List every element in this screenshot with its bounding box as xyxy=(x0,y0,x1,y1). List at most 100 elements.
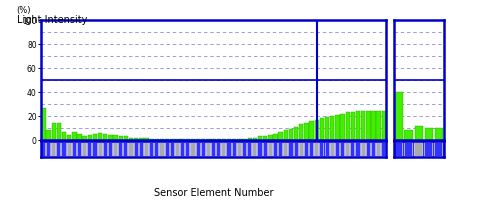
Bar xyxy=(309,142,313,156)
Bar xyxy=(237,142,241,156)
Bar xyxy=(324,142,329,156)
Bar xyxy=(257,142,262,156)
Bar xyxy=(278,142,282,156)
Bar xyxy=(206,142,210,156)
Bar xyxy=(376,111,381,140)
Bar xyxy=(304,123,309,140)
Bar xyxy=(227,139,231,140)
Bar xyxy=(376,142,380,156)
Bar xyxy=(340,114,345,140)
Bar xyxy=(154,142,158,156)
Bar xyxy=(232,139,237,140)
Bar xyxy=(133,142,138,156)
Bar xyxy=(263,136,267,140)
Bar xyxy=(186,139,190,140)
Bar xyxy=(144,138,149,140)
Bar xyxy=(330,116,335,140)
Bar xyxy=(227,142,230,156)
Text: Light Intensity: Light Intensity xyxy=(17,15,87,25)
Bar xyxy=(201,142,205,156)
Bar xyxy=(103,134,108,140)
Bar xyxy=(46,142,50,156)
Bar xyxy=(268,142,272,156)
Bar xyxy=(248,138,252,140)
Bar xyxy=(335,142,339,156)
Bar xyxy=(51,123,56,140)
Bar xyxy=(61,142,66,156)
Bar xyxy=(320,118,324,140)
Bar xyxy=(314,120,319,140)
Bar xyxy=(350,142,354,156)
Bar xyxy=(371,142,375,156)
Bar xyxy=(175,142,179,156)
Bar xyxy=(415,126,423,140)
Bar xyxy=(366,111,371,140)
Bar xyxy=(119,136,123,140)
Bar xyxy=(273,134,278,140)
Bar xyxy=(77,134,82,140)
Bar xyxy=(325,117,329,140)
Bar xyxy=(155,139,159,140)
Bar xyxy=(82,142,86,156)
Bar xyxy=(278,132,283,140)
Bar xyxy=(57,123,61,140)
Bar xyxy=(165,142,169,156)
Bar xyxy=(62,132,66,140)
Bar xyxy=(242,142,246,156)
Bar xyxy=(170,139,175,140)
Bar xyxy=(108,135,113,140)
Bar xyxy=(237,139,241,140)
Bar xyxy=(304,142,308,156)
Bar xyxy=(424,142,432,156)
Bar xyxy=(175,139,180,140)
Bar xyxy=(41,142,45,156)
Bar xyxy=(51,142,55,156)
Bar xyxy=(196,139,200,140)
Bar xyxy=(98,133,102,140)
Bar xyxy=(113,135,118,140)
Bar xyxy=(404,142,412,156)
Bar xyxy=(252,142,256,156)
Bar xyxy=(195,142,200,156)
Bar xyxy=(113,142,117,156)
Bar xyxy=(144,142,148,156)
Bar xyxy=(252,138,257,140)
Bar xyxy=(288,142,292,156)
Bar xyxy=(180,142,184,156)
Bar xyxy=(382,111,386,140)
Bar xyxy=(222,139,226,140)
Bar xyxy=(139,142,143,156)
Bar xyxy=(299,142,303,156)
Bar xyxy=(345,142,349,156)
Bar xyxy=(258,136,262,140)
Bar xyxy=(346,112,350,140)
Bar xyxy=(283,142,288,156)
Bar xyxy=(330,142,334,156)
Bar xyxy=(118,142,122,156)
Bar xyxy=(211,139,216,140)
Bar xyxy=(72,142,76,156)
Bar xyxy=(77,142,81,156)
Bar xyxy=(263,142,267,156)
Bar xyxy=(185,142,189,156)
Bar xyxy=(232,142,236,156)
Bar xyxy=(56,142,60,156)
Bar xyxy=(83,136,87,140)
Bar xyxy=(335,115,339,140)
Bar xyxy=(108,142,112,156)
Bar xyxy=(360,142,365,156)
Bar xyxy=(206,139,211,140)
Bar xyxy=(435,128,443,140)
Bar xyxy=(201,139,205,140)
Bar xyxy=(310,121,314,140)
Bar xyxy=(361,111,365,140)
Bar xyxy=(216,139,221,140)
Bar xyxy=(242,139,247,140)
Bar xyxy=(103,142,107,156)
Bar xyxy=(394,142,402,156)
Bar xyxy=(134,138,138,140)
Bar xyxy=(289,129,293,140)
Bar xyxy=(47,130,51,140)
Bar xyxy=(123,142,128,156)
Bar xyxy=(372,111,376,140)
